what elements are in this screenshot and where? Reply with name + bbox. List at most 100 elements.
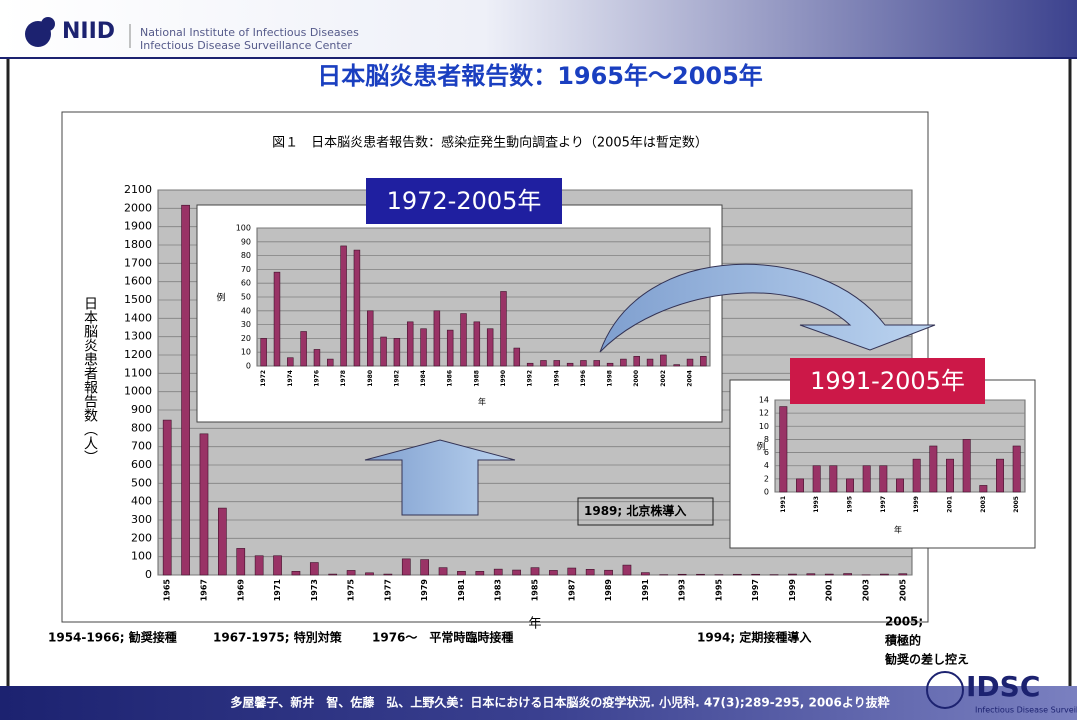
bar (486, 328, 494, 367)
y-tick-label: 20 (241, 334, 251, 343)
bar (622, 564, 632, 576)
x-tick-label: 1969 (236, 579, 245, 602)
chart-title: 1972-2005年 (387, 187, 542, 215)
bar (365, 572, 374, 576)
annotation: 1989; 北京株導入 (584, 503, 686, 518)
y-tick-label: 6 (764, 448, 769, 457)
bar (512, 569, 521, 576)
bar (313, 349, 321, 367)
x-tick-label: 1991 (780, 496, 787, 513)
bar (640, 572, 650, 576)
x-tick-label: 1965 (163, 579, 172, 602)
y-tick-label: 80 (241, 251, 251, 260)
bar (686, 358, 694, 367)
bar (566, 362, 574, 367)
bar (896, 478, 904, 493)
x-tick-label: 1994 (553, 370, 560, 387)
y-tick-label: 400 (131, 495, 152, 508)
bar (806, 573, 816, 576)
bar (420, 559, 430, 576)
y-tick-label: 1800 (124, 238, 152, 251)
x-tick-label: 1987 (567, 579, 576, 601)
y-tick-label: 70 (241, 265, 251, 274)
x-tick-label: 1989 (604, 579, 613, 602)
bar (393, 338, 401, 367)
citation: 多屋馨子、新井 智、佐藤 弘、上野久美：日本における日本脳炎の疫学状況. 小児科… (230, 695, 889, 710)
bar (300, 331, 307, 367)
y-tick-label: 600 (131, 458, 152, 471)
x-tick-label: 1981 (457, 579, 466, 602)
x-tick-label: 1990 (500, 370, 507, 387)
note: 勧奨の差し控え (885, 652, 969, 667)
x-tick-label: 1973 (310, 579, 319, 601)
x-tick-label: 1979 (420, 579, 429, 602)
y-tick-label: 1700 (124, 256, 152, 269)
bar (962, 439, 971, 493)
title-banner (366, 178, 562, 224)
y-tick-label: 300 (131, 513, 152, 526)
logo-mark (41, 17, 55, 31)
x-tick-label: 1976 (313, 370, 320, 387)
bar (862, 465, 871, 493)
bar (751, 573, 761, 576)
x-tick-label: 1995 (714, 579, 723, 602)
bar (254, 555, 264, 576)
annotation-box (577, 497, 714, 526)
x-tick-label: 2001 (825, 579, 834, 602)
bar (732, 573, 742, 576)
note: 1994; 定期接種導入 (697, 630, 811, 645)
bar (340, 245, 347, 367)
y-tick-label: 500 (131, 476, 152, 489)
x-tick-label: 1999 (913, 496, 920, 513)
x-tick-label: 2001 (947, 496, 954, 513)
bar (567, 567, 577, 576)
bar (475, 571, 485, 576)
bar (493, 568, 503, 576)
y-tick-label: 14 (759, 396, 769, 405)
note: 1954-1966; 勧奨接種 (48, 630, 177, 645)
bar (291, 571, 301, 576)
bar (553, 360, 561, 367)
x-tick-label: 1997 (751, 579, 760, 601)
x-tick-label: 1971 (273, 579, 282, 602)
note: 2005; (885, 615, 923, 629)
y-tick-label: 200 (131, 531, 152, 544)
bar (500, 291, 507, 367)
bar (846, 478, 854, 493)
y-tick-label: 1900 (124, 220, 152, 233)
logo-globe (926, 671, 964, 709)
bar (549, 570, 558, 576)
bar (420, 328, 427, 367)
y-tick-label: 8 (764, 435, 769, 444)
y-tick-label: 50 (241, 293, 251, 302)
bar (879, 465, 888, 493)
y-axis-label: 例 (215, 291, 226, 302)
x-tick-label: 1999 (788, 579, 797, 602)
y-tick-label: 12 (759, 409, 769, 418)
y-tick-label: 900 (131, 403, 152, 416)
bar (540, 360, 547, 367)
bar (236, 548, 246, 576)
y-tick-label: 0 (764, 488, 769, 497)
x-tick-label: 1992 (527, 370, 534, 387)
bar (346, 570, 356, 576)
y-tick-label: 90 (241, 237, 251, 246)
footer-bar (0, 686, 1077, 720)
note: 1976～ 平常時臨時接種 (372, 630, 513, 645)
x-tick-label: 1993 (678, 579, 687, 601)
bar (309, 562, 319, 576)
x-tick-label: 2005 (1013, 496, 1020, 513)
y-tick-label: 100 (236, 224, 251, 233)
bar (593, 360, 600, 367)
bar (513, 347, 521, 367)
bar (1012, 445, 1021, 493)
bar (829, 465, 838, 493)
bar (796, 478, 804, 493)
bar (327, 358, 334, 367)
bar (620, 358, 627, 367)
bar (460, 313, 467, 367)
bar (406, 321, 414, 367)
x-tick-label: 1977 (383, 579, 392, 601)
bar (353, 249, 361, 367)
